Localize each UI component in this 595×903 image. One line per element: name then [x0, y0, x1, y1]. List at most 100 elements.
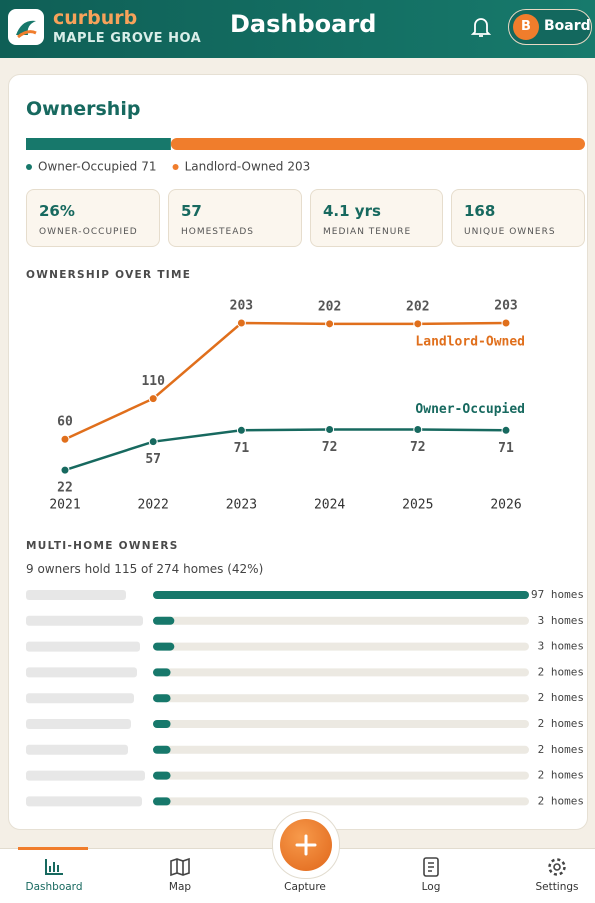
point [413, 424, 423, 434]
x-tick-label: 2025 [402, 498, 433, 513]
data-label: 110 [141, 374, 165, 389]
bar-track [158, 642, 529, 651]
name-placeholder [26, 615, 143, 626]
plus-icon [295, 834, 317, 856]
nav-label[interactable]: Log [421, 881, 441, 893]
bar [153, 668, 171, 677]
stat-card: 4.1 yrs MEDIAN TENURE [310, 189, 443, 247]
data-label: 22 [57, 481, 73, 496]
legend-label: Owner-Occupied [38, 160, 137, 174]
value-label: 2 homes [538, 794, 584, 807]
point [236, 425, 246, 435]
stat-card: 57 HOMESTEADS [168, 189, 302, 247]
data-label: 71 [498, 441, 514, 456]
series-label: Landlord-Owned [415, 335, 525, 350]
series-label: Owner-Occupied [415, 402, 525, 417]
bar [153, 797, 171, 806]
line [64, 428, 507, 472]
value-label: 3 homes [538, 640, 584, 653]
value-label: 2 homes [538, 769, 584, 782]
data-label: 202 [318, 299, 341, 314]
page-title: Dashboard [230, 10, 377, 38]
value-label: 2 homes [538, 743, 584, 756]
nav-icon [548, 858, 566, 876]
value-label: 2 homes [538, 665, 584, 678]
role-button[interactable]: B Board [508, 9, 592, 45]
data-label: 202 [406, 299, 429, 314]
name-placeholder [26, 590, 126, 600]
capture-ring [272, 811, 340, 879]
header: curburb MAPLE GROVE HOA Dashboard B Boar… [0, 0, 595, 58]
stat-label: UNIQUE OWNERS [464, 227, 556, 237]
stat-value: 4.1 yrs [323, 202, 381, 220]
stat-value: 26% [39, 202, 75, 220]
data-label: 57 [145, 452, 161, 467]
stat-label: MEDIAN TENURE [323, 227, 412, 237]
logo[interactable] [8, 9, 44, 45]
legend-dot [172, 164, 179, 170]
point [501, 425, 511, 435]
bar [153, 694, 171, 703]
bar-chart: 97 homes 3 homes 3 homes 2 homes 2 homes 2 ho… [26, 588, 584, 807]
nav-label[interactable]: Capture [284, 881, 326, 893]
split-segment [26, 138, 171, 150]
value-label: 3 homes [538, 614, 584, 627]
name-placeholder [26, 796, 142, 807]
active-indicator [18, 847, 88, 850]
point [413, 319, 423, 329]
legend-dot [26, 164, 32, 170]
nav-icon [45, 859, 63, 875]
capture-button[interactable] [280, 819, 332, 871]
point [325, 319, 335, 329]
bar-track [158, 720, 529, 728]
data-label: 203 [230, 299, 253, 314]
data-label: 72 [410, 440, 426, 455]
x-tick-label: 2021 [49, 498, 80, 513]
stat-value: 57 [181, 202, 202, 220]
chart-subtitle: 9 owners hold 115 of 274 homes (42%) [26, 562, 264, 576]
bar [153, 745, 171, 754]
bar [153, 771, 171, 780]
legend-label: Landlord-Owned [185, 160, 284, 174]
name-placeholder [26, 667, 137, 678]
card-title: Ownership [26, 98, 141, 120]
stat-card: 168 UNIQUE OWNERS [451, 189, 585, 247]
logo-icon [16, 20, 37, 39]
bar [153, 642, 175, 651]
legend-value: 203 [287, 160, 310, 174]
point [325, 424, 335, 434]
point [236, 318, 246, 328]
bar-track [158, 668, 529, 677]
name-placeholder [26, 641, 140, 652]
bell-icon[interactable] [470, 15, 492, 39]
name-placeholder [26, 770, 145, 781]
community: MAPLE GROVE HOA [53, 31, 202, 46]
bar-track [158, 616, 529, 625]
line-chart: 2021 2022 2023 2024 2025 2026 60 110 203 202 202 20… [49, 299, 525, 513]
split-bar: Owner-Occupied 71 Landlord-Owned 203 [26, 138, 585, 174]
nav-label[interactable]: Settings [535, 881, 579, 893]
nav-label[interactable]: Map [168, 881, 192, 893]
data-label: 60 [57, 415, 73, 430]
point [501, 318, 511, 328]
value-label: 2 homes [538, 691, 584, 704]
nav-label[interactable]: Dashboard [25, 881, 83, 893]
chart-title: MULTI-HOME OWNERS [26, 540, 179, 552]
legend-value: 71 [141, 160, 156, 174]
split-segment [170, 138, 585, 150]
stat-label: HOMESTEADS [181, 227, 254, 237]
line [64, 321, 507, 441]
stat-label: OWNER-OCCUPIED [39, 227, 138, 237]
stat-card: 26% OWNER-OCCUPIED [26, 189, 160, 247]
point [148, 394, 158, 404]
nav-icon [170, 857, 190, 877]
stat-value: 168 [464, 202, 496, 220]
chart-title: OWNERSHIP OVER TIME [26, 269, 192, 281]
bar-track [158, 694, 529, 703]
value-label: 2 homes [538, 717, 584, 730]
bar-track [158, 771, 529, 780]
data-label: 71 [234, 441, 250, 456]
x-tick-label: 2023 [226, 498, 257, 513]
point [60, 465, 70, 475]
